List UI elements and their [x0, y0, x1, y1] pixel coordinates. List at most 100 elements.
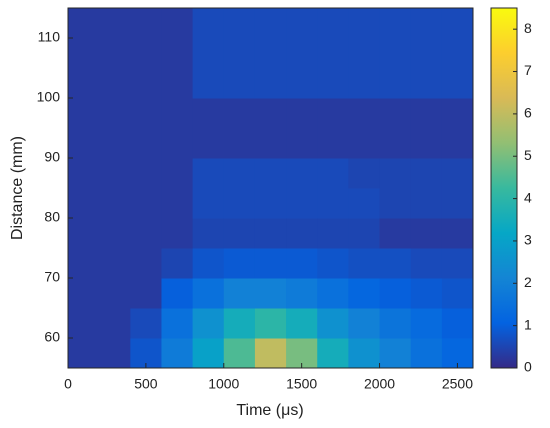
heatmap-cell [192, 98, 225, 129]
heatmap-cell [192, 248, 225, 279]
heatmap-cell [223, 68, 256, 99]
heatmap-cell [254, 8, 287, 39]
x-tick-label: 2500 [442, 376, 473, 392]
heatmap-cell [317, 248, 349, 279]
heatmap-cell [68, 248, 100, 279]
y-tick-label: 110 [38, 29, 61, 45]
heatmap-cell [192, 218, 225, 249]
heatmap-cell [379, 68, 412, 99]
heatmap-cell [130, 128, 162, 159]
heatmap-cell [410, 98, 443, 129]
heatmap-cell [348, 248, 381, 279]
heatmap-cell [192, 338, 225, 369]
heatmap-cell [254, 158, 287, 189]
x-tick-label: 0 [64, 376, 72, 392]
y-tick-label: 90 [44, 149, 60, 165]
heatmap-cell [379, 218, 412, 249]
heatmap-cell [441, 188, 474, 219]
heatmap-cell [68, 188, 100, 219]
heatmap-cell [410, 158, 443, 189]
heatmap-cell [130, 8, 162, 39]
heatmap-cell [379, 128, 412, 159]
heatmap-cell [130, 68, 162, 99]
heatmap-cell [254, 218, 287, 249]
heatmap-cell [286, 98, 318, 129]
heatmap-cell [99, 38, 131, 69]
heatmap-cell [348, 158, 381, 189]
heatmap-cell [410, 308, 443, 339]
heatmap-cell [441, 308, 474, 339]
heatmap-cell [254, 308, 287, 339]
heatmap-cell [161, 278, 194, 309]
heatmap-cell [410, 128, 443, 159]
heatmap-cell [192, 128, 225, 159]
heatmap-cell [161, 248, 194, 279]
heatmap-cell [317, 8, 349, 39]
colorbar-tick-label: 7 [524, 62, 532, 78]
heatmap-cell [130, 248, 162, 279]
heatmap-cell [441, 68, 474, 99]
heatmap-cell [410, 8, 443, 39]
heatmap-cell [99, 128, 131, 159]
y-tick-label: 100 [37, 89, 61, 105]
heatmap-cell [348, 8, 381, 39]
heatmap-cell [99, 68, 131, 99]
heatmap-cell [68, 278, 100, 309]
colorbar-tick-label: 4 [524, 189, 532, 205]
heatmap-cell [317, 98, 349, 129]
heatmap-cell [379, 338, 412, 369]
x-tick-label: 2000 [364, 376, 395, 392]
heatmap-cell [68, 218, 100, 249]
heatmap-cell [223, 308, 256, 339]
heatmap-cell [254, 68, 287, 99]
heatmap-cell [192, 188, 225, 219]
heatmap-cell [286, 188, 318, 219]
heatmap-cell [161, 188, 194, 219]
x-axis-label: Time (μs) [236, 402, 303, 419]
heatmap-cell [161, 68, 194, 99]
heatmap-cell [223, 218, 256, 249]
heatmap-cell [192, 158, 225, 189]
heatmap-cell [161, 338, 194, 369]
heatmap-cell [130, 278, 162, 309]
plot-frame [67, 7, 474, 369]
heatmap-cell [223, 188, 256, 219]
heatmap-cell [130, 158, 162, 189]
heatmap-cell [379, 158, 412, 189]
heatmap-cell [286, 8, 318, 39]
heatmap-cell [99, 338, 131, 369]
colorbar-tick-label: 0 [524, 359, 532, 375]
heatmap-cell [254, 278, 287, 309]
heatmap-cell [348, 68, 381, 99]
heatmap-cell [441, 158, 474, 189]
heatmap-cell [68, 8, 100, 39]
heatmap-cell [99, 248, 131, 279]
heatmap-cell [68, 308, 100, 339]
heatmap-cell [410, 338, 443, 369]
heatmap-cell [286, 278, 318, 309]
heatmap-cell [254, 98, 287, 129]
heatmap-cell [348, 188, 381, 219]
heatmap-cell [286, 158, 318, 189]
colorbar-tick-label: 1 [524, 316, 532, 332]
heatmap-cell [99, 188, 131, 219]
heatmap-cell [254, 38, 287, 69]
heatmap-cell [130, 38, 162, 69]
colorbar-tick-label: 8 [524, 20, 532, 36]
x-tick-label: 1500 [286, 376, 317, 392]
heatmap-cell [68, 158, 100, 189]
heatmap-cell [161, 98, 194, 129]
heatmap-cell [192, 308, 225, 339]
heatmap-cell [348, 128, 381, 159]
colorbar-tick-label: 6 [524, 105, 532, 121]
heatmap-cell [223, 8, 256, 39]
heatmap-cell [286, 68, 318, 99]
heatmap-cell [130, 218, 162, 249]
y-tick-label: 60 [44, 329, 60, 345]
heatmap-cell [441, 128, 474, 159]
heatmap-cell [317, 188, 349, 219]
heatmap-cell [286, 38, 318, 69]
heatmap-cell [68, 98, 100, 129]
heatmap-cell [68, 128, 100, 159]
